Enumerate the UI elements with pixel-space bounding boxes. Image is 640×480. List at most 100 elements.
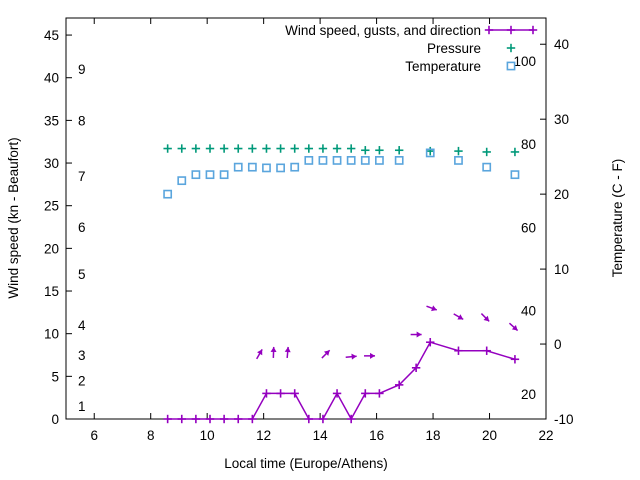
arrow-head xyxy=(431,305,437,312)
celsius-tick-label: 40 xyxy=(554,37,569,52)
data-series-layer xyxy=(163,144,520,424)
square-marker xyxy=(262,163,271,173)
wind-direction-arrow xyxy=(345,353,357,360)
x-tick-label: 18 xyxy=(426,428,441,443)
series-2 xyxy=(163,148,520,199)
square-marker xyxy=(163,189,173,199)
wind-direction-arrow xyxy=(480,313,490,322)
arrow-head xyxy=(351,353,357,360)
wind-direction-arrow xyxy=(364,352,376,359)
wind-direction-arrows xyxy=(256,305,519,360)
x-tick-label: 20 xyxy=(482,428,497,443)
beaufort-label: 3 xyxy=(78,348,86,363)
beaufort-label: 1 xyxy=(78,399,86,414)
x-tick-label: 22 xyxy=(538,428,553,443)
y-tick-label: 30 xyxy=(44,156,59,171)
square-marker xyxy=(276,163,285,173)
celsius-tick-label: 30 xyxy=(554,112,569,127)
beaufort-scale-labels: 1 2 3 4 5 6 7 8 9 xyxy=(78,62,86,414)
arrow-head xyxy=(323,350,330,356)
arrow-head xyxy=(511,324,518,331)
y-tick-label: 20 xyxy=(44,241,59,256)
square-marker xyxy=(205,170,215,180)
wind-direction-arrow xyxy=(256,349,263,360)
y-tick-label: 40 xyxy=(44,71,59,86)
square-marker xyxy=(510,170,520,180)
beaufort-label: 7 xyxy=(78,169,86,184)
y-tick-label: 5 xyxy=(51,369,59,384)
square-marker xyxy=(360,156,370,165)
square-marker xyxy=(425,148,435,158)
arrow-head xyxy=(284,346,291,353)
fahrenheit-label: 40 xyxy=(521,304,536,319)
y-tick-label: 25 xyxy=(44,199,59,214)
legend-label: Temperature xyxy=(405,59,481,74)
y-tick-label: 15 xyxy=(44,284,59,299)
series-line xyxy=(167,341,516,421)
y-tick-label: 10 xyxy=(44,327,59,342)
y-tick-label: 0 xyxy=(51,412,59,427)
wind-direction-arrow xyxy=(453,313,464,321)
y-axis-ticks xyxy=(66,34,72,420)
chart-legend: Wind speed, gusts, and direction Pressure… xyxy=(285,23,538,74)
y2-axis-tick-labels: -10 0 10 20 30 40 xyxy=(554,37,574,427)
x-axis-ticks xyxy=(93,18,547,419)
beaufort-label: 6 xyxy=(78,220,86,235)
wind-direction-arrow xyxy=(321,349,331,359)
square-marker xyxy=(290,162,300,172)
fahrenheit-scale-labels: 20 40 60 80 100 xyxy=(513,54,536,402)
square-marker xyxy=(482,162,492,172)
x-tick-label: 8 xyxy=(147,428,155,443)
square-marker xyxy=(346,156,356,165)
square-marker xyxy=(332,156,342,165)
y2-axis-ticks xyxy=(540,43,546,420)
beaufort-label: 4 xyxy=(78,318,86,333)
celsius-tick-label: 0 xyxy=(554,337,562,352)
legend-item-0: Wind speed, gusts, and direction xyxy=(285,23,538,38)
y-tick-label: 45 xyxy=(44,28,59,43)
celsius-tick-label: -10 xyxy=(554,412,574,427)
arrow-head xyxy=(257,349,263,356)
x-tick-label: 14 xyxy=(313,428,329,443)
legend-label: Wind speed, gusts, and direction xyxy=(285,23,481,38)
fahrenheit-label: 100 xyxy=(513,54,536,69)
beaufort-label: 8 xyxy=(78,113,86,128)
wind-direction-arrow xyxy=(270,346,277,358)
y2-axis-label: Temperature (C - F) xyxy=(610,159,625,278)
y-tick-label: 35 xyxy=(44,113,59,128)
celsius-tick-label: 20 xyxy=(554,187,569,202)
square-marker xyxy=(191,170,201,180)
series-0 xyxy=(163,338,520,424)
y-axis-label: Wind speed (kn - Beaufort) xyxy=(6,137,21,298)
fahrenheit-label: 60 xyxy=(521,220,536,235)
celsius-tick-label: 10 xyxy=(554,262,569,277)
beaufort-label: 5 xyxy=(78,267,86,282)
fahrenheit-label: 80 xyxy=(521,137,536,152)
square-marker xyxy=(375,156,384,165)
fahrenheit-label: 20 xyxy=(521,387,536,402)
x-tick-label: 16 xyxy=(369,428,384,443)
x-tick-label: 12 xyxy=(256,428,271,443)
wind-direction-arrow xyxy=(410,331,422,338)
x-tick-label: 6 xyxy=(90,428,98,443)
x-axis-label: Local time (Europe/Athens) xyxy=(224,456,388,471)
arrow-head xyxy=(370,352,376,359)
square-marker xyxy=(318,156,328,165)
beaufort-label: 9 xyxy=(78,62,86,77)
square-marker xyxy=(219,170,229,180)
arrow-head xyxy=(416,331,422,338)
square-marker xyxy=(304,156,314,165)
square-marker xyxy=(247,162,257,172)
square-marker xyxy=(506,61,516,71)
beaufort-label: 2 xyxy=(78,374,86,389)
legend-item-2: Temperature xyxy=(405,59,516,74)
arrow-head xyxy=(457,314,464,320)
square-marker xyxy=(454,156,463,165)
square-marker xyxy=(233,162,243,172)
square-marker xyxy=(177,176,187,186)
wind-direction-arrow xyxy=(508,322,519,332)
x-tick-label: 10 xyxy=(200,428,215,443)
